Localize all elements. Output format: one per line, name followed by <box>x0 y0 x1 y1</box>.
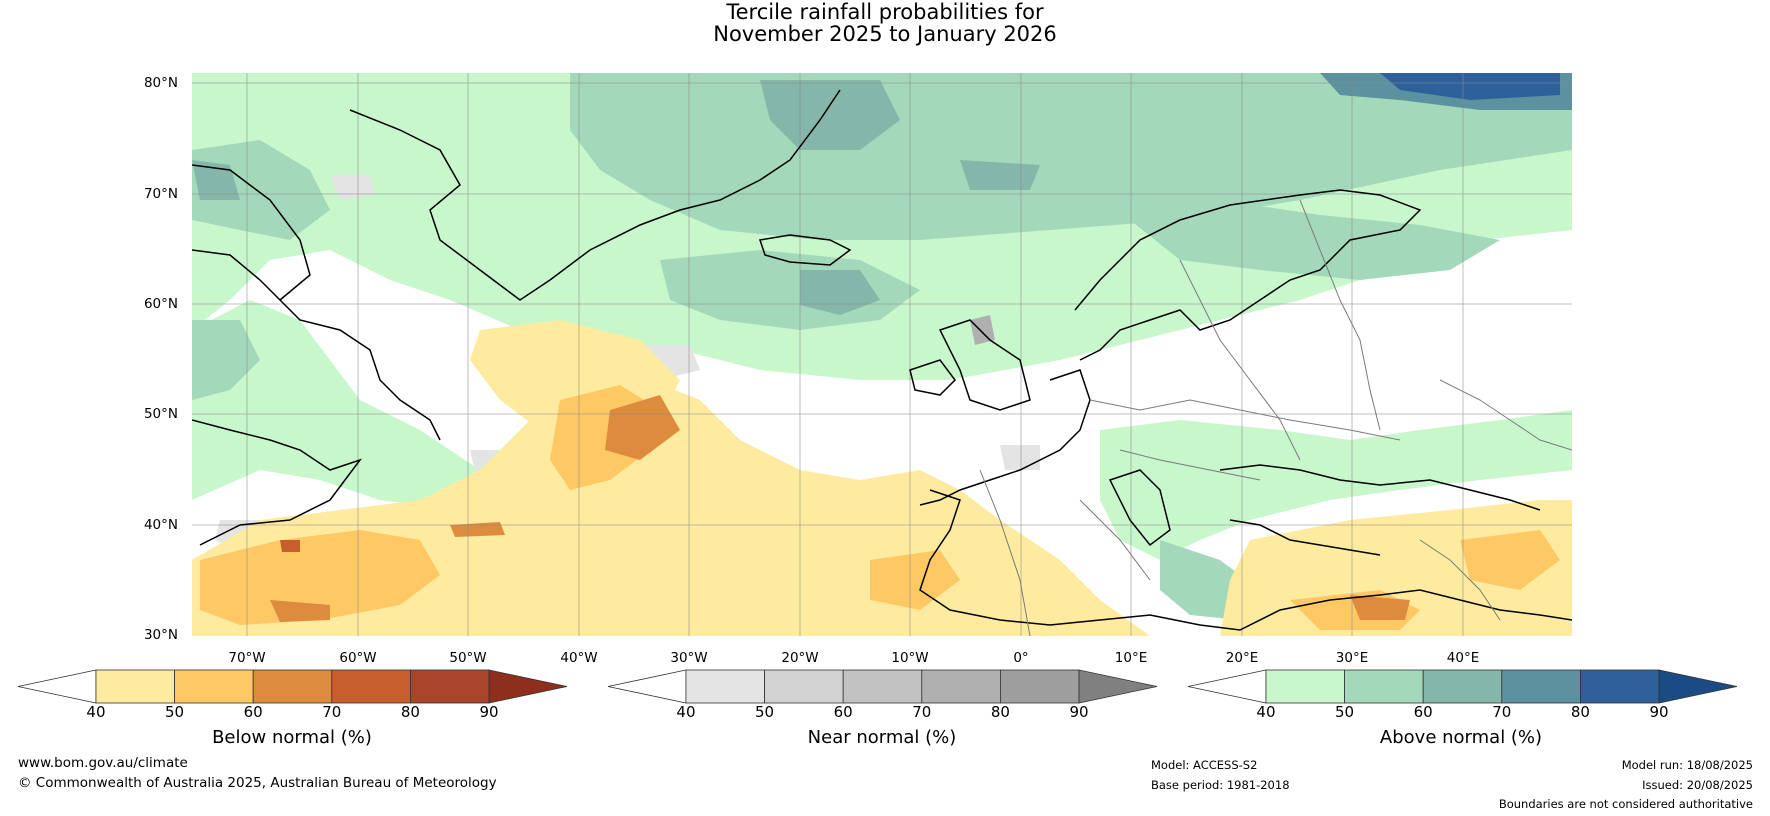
near-colorbar-upper-extension <box>1078 669 1158 704</box>
near-colorbar-tick-label: 80 <box>990 703 1010 721</box>
lon-label-10e: 10°E <box>1114 650 1148 666</box>
footer-model: Model: ACCESS-S2 <box>1151 758 1258 772</box>
near-colorbar-tick-label: 90 <box>1069 703 1089 721</box>
below-colorbar-tick-label: 50 <box>165 703 185 721</box>
above-colorbar-upper-extension <box>1658 669 1738 704</box>
above-colorbar-tick-label: 80 <box>1570 703 1590 721</box>
near-colorbar-segment <box>685 669 765 704</box>
near-colorbar-lower-extension <box>607 669 687 704</box>
above-colorbar-tick-label: 90 <box>1649 703 1669 721</box>
lon-label-30e: 30°E <box>1335 650 1369 666</box>
near-colorbar-segment <box>842 669 923 704</box>
footer-copyright: © Commonwealth of Australia 2025, Austra… <box>18 775 497 791</box>
near-colorbar-tick-label: 70 <box>912 703 932 721</box>
near-colorbar-tick-label: 50 <box>755 703 775 721</box>
colorbar-below-normal <box>17 669 568 704</box>
below-colorbar-tick-label: 90 <box>479 703 499 721</box>
above-colorbar-segment <box>1344 669 1424 704</box>
below-colorbar-segment <box>331 669 411 704</box>
below-colorbar-tick-label: 60 <box>243 703 263 721</box>
above-colorbar-segment <box>1501 669 1581 704</box>
map-title-line-1: Tercile rainfall probabilities for <box>726 0 1044 24</box>
colorbar-below-title: Below normal (%) <box>212 727 372 748</box>
lon-label-10w: 10°W <box>891 650 929 666</box>
above-colorbar-tick-label: 50 <box>1335 703 1355 721</box>
lat-label-60n: 60°N <box>143 296 178 312</box>
near-colorbar-segment <box>921 669 1001 704</box>
footer-base-period: Base period: 1981-2018 <box>1151 778 1290 792</box>
lon-label-20w: 20°W <box>781 650 819 666</box>
colorbar-above-title: Above normal (%) <box>1379 727 1543 748</box>
near-colorbar-tick-label: 60 <box>833 703 853 721</box>
graticule <box>192 73 1572 636</box>
lon-label-0: 0° <box>1013 650 1029 666</box>
colorbar-above-normal <box>1187 669 1738 704</box>
lat-label-50n: 50°N <box>143 406 178 422</box>
above-colorbar-tick-label: 60 <box>1413 703 1433 721</box>
below-colorbar-tick-label: 80 <box>400 703 420 721</box>
lon-label-50w: 50°W <box>449 650 487 666</box>
map-title-line-2: November 2025 to January 2026 <box>713 22 1057 46</box>
above-colorbar-tick-label: 40 <box>1256 703 1276 721</box>
near-colorbar-tick-label: 40 <box>676 703 696 721</box>
below-colorbar-tick-label: 70 <box>322 703 342 721</box>
below-normal-regions <box>192 320 1572 636</box>
below-colorbar-segment <box>410 669 490 704</box>
near-colorbar-segment <box>764 669 844 704</box>
colorbar-near-title: Near normal (%) <box>807 727 957 748</box>
map-area <box>192 73 1572 636</box>
below-colorbar-segment <box>174 669 254 704</box>
lon-label-30w: 30°W <box>670 650 708 666</box>
lon-label-60w: 60°W <box>339 650 377 666</box>
above-colorbar-lower-extension <box>1187 669 1267 704</box>
lat-label-80n: 80°N <box>143 75 178 91</box>
footer-website: www.bom.gov.au/climate <box>18 755 188 771</box>
below-colorbar-lower-extension <box>17 669 97 704</box>
below-colorbar-tick-label: 40 <box>86 703 106 721</box>
lat-label-40n: 40°N <box>143 517 178 533</box>
below-colorbar-segment <box>252 669 333 704</box>
above-colorbar-segment <box>1580 669 1660 704</box>
lon-label-20e: 20°E <box>1225 650 1259 666</box>
lon-label-40w: 40°W <box>560 650 598 666</box>
footer-issued: Issued: 20/08/2025 <box>1642 778 1753 792</box>
footer-disclaimer: Boundaries are not considered authoritat… <box>1498 797 1753 811</box>
lon-label-40e: 40°E <box>1446 650 1480 666</box>
above-colorbar-tick-label: 70 <box>1492 703 1512 721</box>
above-colorbar-segment <box>1422 669 1503 704</box>
above-normal-regions <box>192 73 1572 620</box>
country-borders <box>979 199 1572 636</box>
above-colorbar-segment <box>1265 669 1345 704</box>
lat-label-70n: 70°N <box>143 186 178 202</box>
below-colorbar-segment <box>95 669 175 704</box>
footer-model-run: Model run: 18/08/2025 <box>1621 758 1753 772</box>
lon-label-70w: 70°W <box>228 650 266 666</box>
colorbar-near-normal <box>607 669 1158 704</box>
below-colorbar-upper-extension <box>488 669 568 704</box>
coastlines <box>192 89 1572 631</box>
near-colorbar-segment <box>1000 669 1080 704</box>
lat-label-30n: 30°N <box>143 627 178 643</box>
